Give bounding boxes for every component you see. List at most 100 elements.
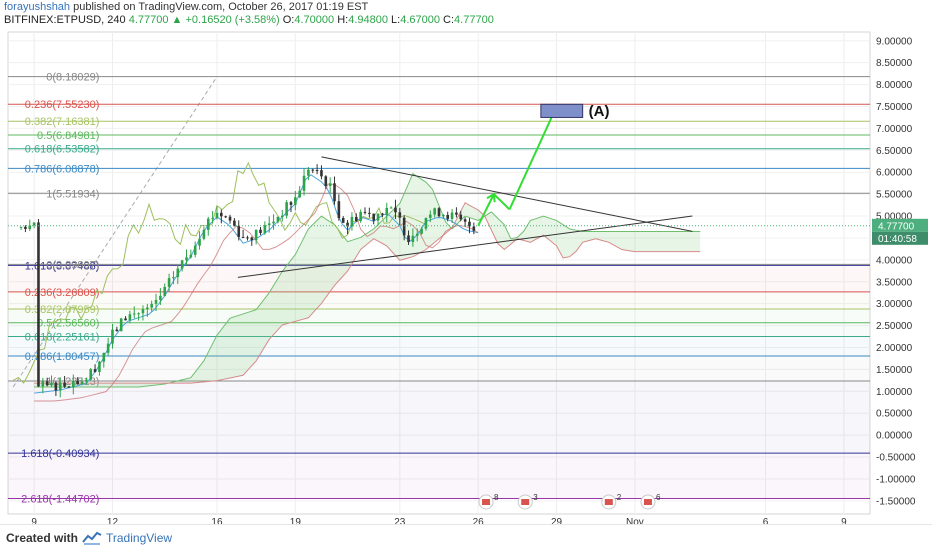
close-value: 4.77700 [454, 14, 494, 26]
candle-body [220, 212, 223, 217]
upper-fib-label: 1(5.51934) [46, 188, 99, 200]
fib-zone [8, 356, 870, 382]
projection-arrow-segment [477, 193, 495, 227]
candle-body [211, 218, 214, 220]
y-tick-label: -1.00000 [876, 474, 916, 485]
lower-fib-label: 0.786(1.80457) [25, 351, 100, 363]
projection-arrow-segment [508, 106, 558, 210]
tradingview-logo-icon [82, 531, 102, 545]
candle-body [254, 229, 258, 241]
candle-body [189, 254, 193, 258]
fib-zone [8, 322, 870, 337]
candle-body [54, 382, 58, 391]
candle-body [407, 235, 410, 243]
candle-body [468, 221, 471, 227]
price-badge [872, 218, 928, 232]
high-value: 4.94800 [348, 14, 388, 26]
candle-body [402, 217, 406, 236]
candle-body [85, 379, 88, 382]
candle-body [233, 220, 236, 227]
event-count: 6 [656, 493, 661, 502]
candle-body [37, 222, 40, 387]
candle-body [163, 286, 167, 296]
candle-body [172, 277, 175, 279]
tradingview-brand[interactable]: TradingView [106, 531, 173, 545]
x-tick-label: 6 [763, 517, 769, 524]
candle-body [167, 278, 171, 287]
publish-line: forayushshah published on TradingView.co… [4, 1, 368, 13]
event-flag-body [643, 499, 652, 505]
candle-body [241, 236, 245, 238]
candle-body [193, 245, 197, 255]
price-change: +0.16520 (+3.58%) [185, 14, 280, 26]
upper-fib-label: 0.5(6.84981) [37, 130, 99, 142]
candle-body [385, 208, 389, 215]
upper-fib-label: 0.786(6.08878) [25, 163, 100, 175]
candle-body [154, 299, 158, 304]
y-tick-label: 9.00000 [876, 36, 913, 47]
candle-body [415, 233, 419, 236]
symbol-label: BITFINEX:ETPUSD, 240 [4, 14, 126, 26]
candle-body [381, 213, 384, 215]
candle-body [315, 170, 319, 172]
candle-body [19, 226, 23, 228]
x-tick-label: 26 [473, 517, 485, 524]
event-count: 8 [494, 493, 499, 502]
candle-body [463, 219, 467, 222]
candle-body [180, 260, 184, 269]
candle-body [311, 169, 315, 171]
candle-body [67, 386, 71, 388]
low-value: 4.67000 [400, 14, 440, 26]
y-tick-label: 2.00000 [876, 343, 913, 354]
plot-area [7, 31, 871, 515]
candle-body [259, 229, 262, 234]
price-chart[interactable]: 9 12 16 19 23 26 29 Nov 6 99.000008.500008.000007… [0, 28, 932, 524]
candle-body [63, 382, 66, 387]
candle-body [428, 214, 432, 218]
candle-body [333, 183, 336, 202]
upper-fib-label: 0(8.18029) [46, 72, 99, 84]
upper-fib-label: 0.236(7.55230) [25, 99, 100, 111]
candle-body [459, 214, 463, 220]
fib-zone [8, 291, 870, 309]
candle-body [128, 314, 132, 321]
candle-body [263, 225, 267, 234]
candle-body [76, 381, 79, 385]
fib-zone [8, 453, 870, 499]
candle-body [106, 343, 110, 353]
author-link[interactable]: forayushshah [4, 1, 71, 13]
y-tick-label: 8.50000 [876, 58, 913, 69]
y-tick-label: 0.00000 [876, 431, 913, 442]
y-tick-label: 0.50000 [876, 409, 913, 420]
candle-body [472, 226, 476, 231]
price-badge-text: 4.77700 [878, 221, 915, 232]
projection-arrow-segment [493, 193, 511, 211]
candle-body [324, 176, 328, 186]
candle-body [455, 212, 458, 215]
candle-body [285, 202, 288, 216]
lower-fib-label: 0.5(2.56560) [37, 318, 99, 330]
cloud-span-b [34, 202, 701, 384]
y-tick-label: 1.50000 [876, 365, 913, 376]
fib-zone [8, 381, 870, 454]
candle-body [350, 216, 354, 227]
lower-fib-label: 1.618(-0.40934) [21, 448, 99, 460]
candle-body [363, 211, 367, 213]
candle-body [267, 223, 271, 226]
low-label: L: [391, 14, 401, 26]
lower-fib-label: 0(3.89807) [46, 259, 99, 271]
candle-body [45, 381, 49, 386]
open-value: 4.70000 [294, 14, 335, 26]
y-tick-label: 6.50000 [876, 146, 913, 157]
candle-body [176, 268, 180, 278]
publish-info: published on TradingView.com, October 26… [70, 1, 369, 13]
upper-fib-label: 1.618(3.87488) [25, 260, 100, 272]
y-tick-label: 5.50000 [876, 190, 913, 201]
close-label: C: [443, 14, 455, 26]
fib-zone [8, 336, 870, 357]
lagging-span [12, 161, 427, 384]
candle-body [132, 313, 136, 315]
y-tick-label: 3.50000 [876, 277, 913, 288]
candle-body [119, 318, 123, 332]
lower-fib-label: 0.618(2.25161) [25, 331, 100, 343]
